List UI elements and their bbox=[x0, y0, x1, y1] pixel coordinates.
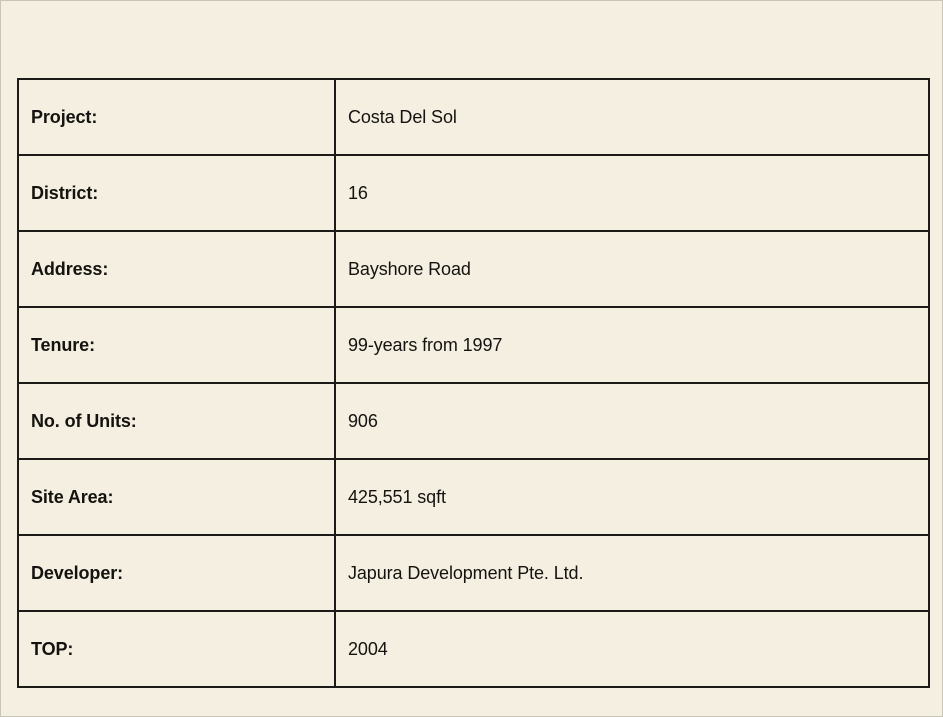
table-row: Developer: Japura Development Pte. Ltd. bbox=[17, 534, 930, 612]
row-value-cell: Bayshore Road bbox=[334, 230, 930, 308]
table-row: No. of Units: 906 bbox=[17, 382, 930, 460]
row-label-cell: Developer: bbox=[17, 534, 336, 612]
table-row: Project: Costa Del Sol bbox=[17, 78, 930, 156]
row-value-cell: 906 bbox=[334, 382, 930, 460]
row-label-cell: Address: bbox=[17, 230, 336, 308]
row-value-cell: 16 bbox=[334, 154, 930, 232]
row-value-cell: 425,551 sqft bbox=[334, 458, 930, 536]
table-row: District: 16 bbox=[17, 154, 930, 232]
table-row: Address: Bayshore Road bbox=[17, 230, 930, 308]
row-label-cell: No. of Units: bbox=[17, 382, 336, 460]
table-row: TOP: 2004 bbox=[17, 610, 930, 688]
row-value-cell: 2004 bbox=[334, 610, 930, 688]
row-value-cell: 99-years from 1997 bbox=[334, 306, 930, 384]
property-details-table-body: Project: Costa Del Sol District: 16 Addr… bbox=[17, 78, 930, 688]
row-label-cell: Site Area: bbox=[17, 458, 336, 536]
table-row: Tenure: 99-years from 1997 bbox=[17, 306, 930, 384]
row-label-cell: District: bbox=[17, 154, 336, 232]
row-label-cell: Project: bbox=[17, 78, 336, 156]
table-row: Site Area: 425,551 sqft bbox=[17, 458, 930, 536]
row-label-cell: Tenure: bbox=[17, 306, 336, 384]
row-label-cell: TOP: bbox=[17, 610, 336, 688]
row-value-cell: Costa Del Sol bbox=[334, 78, 930, 156]
property-details-table: Project: Costa Del Sol District: 16 Addr… bbox=[17, 78, 930, 688]
row-value-cell: Japura Development Pte. Ltd. bbox=[334, 534, 930, 612]
